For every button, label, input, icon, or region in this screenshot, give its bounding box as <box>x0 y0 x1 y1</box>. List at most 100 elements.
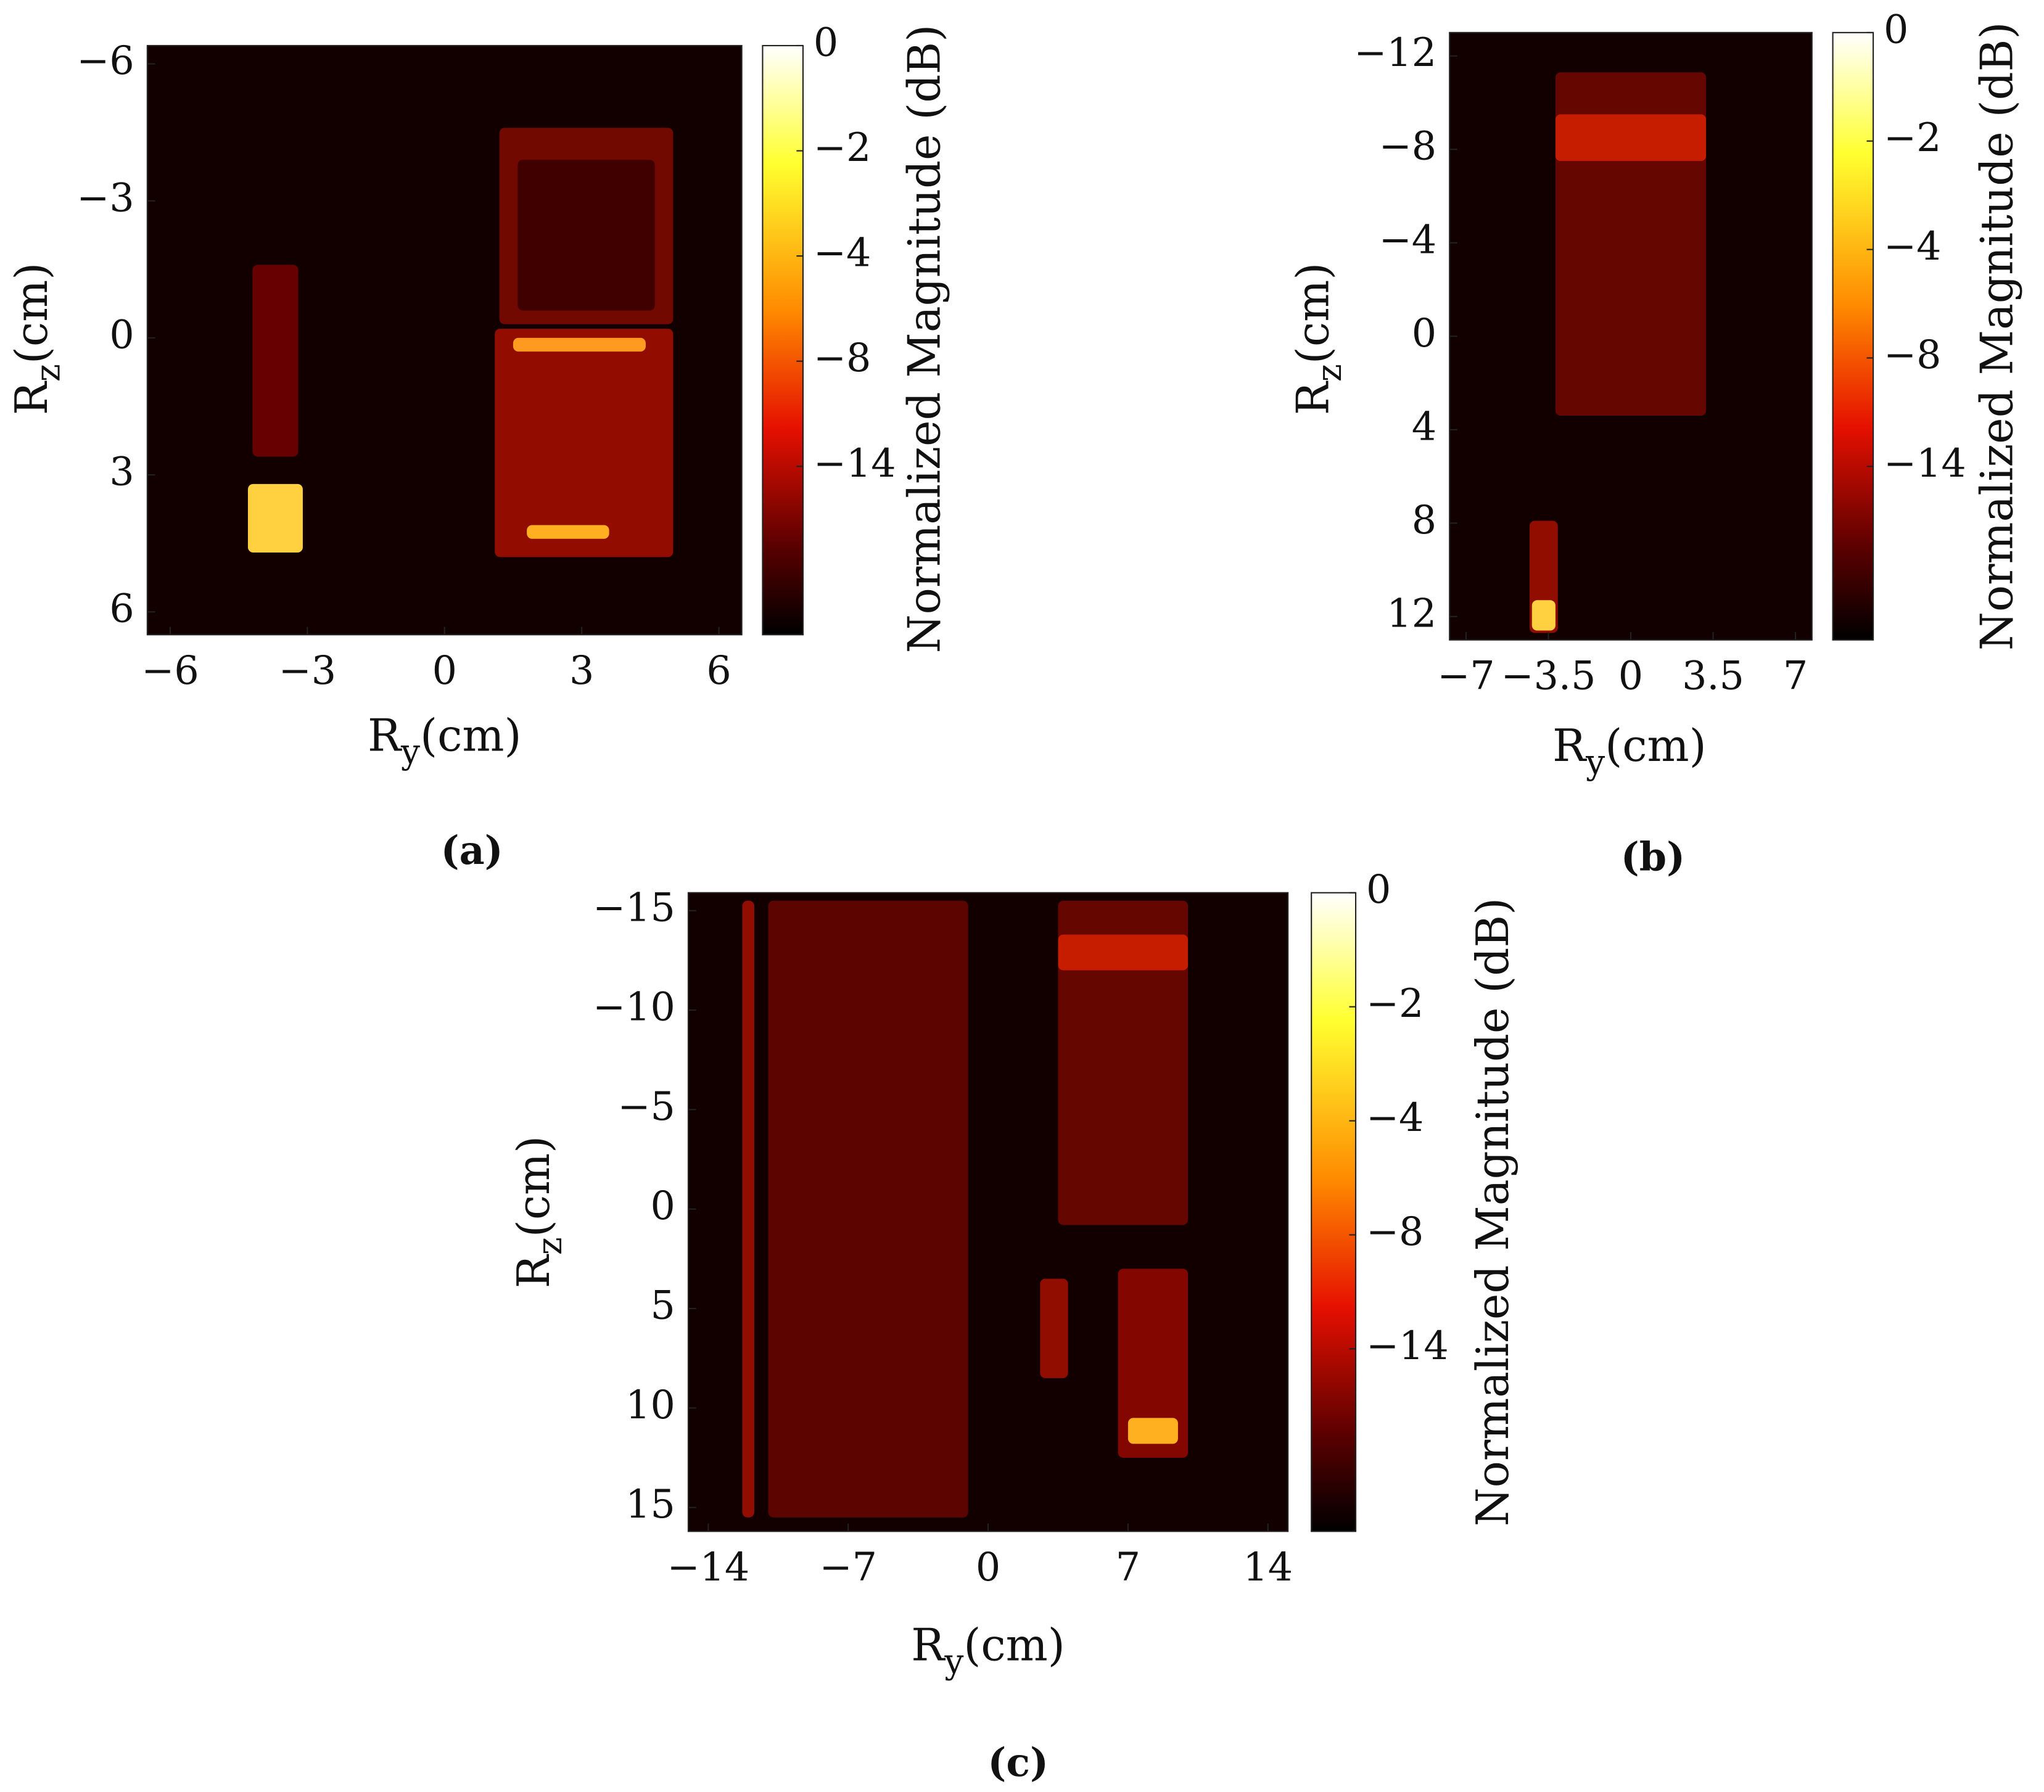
caption: (c) <box>987 1739 1049 1785</box>
axis-subscript: y <box>400 732 420 771</box>
x-tick-label: −6 <box>141 647 199 693</box>
axis-unit: (cm) <box>6 263 57 364</box>
colorbar-tick-label: −14 <box>1884 440 1966 486</box>
axis-label: Rz(cm) <box>6 263 68 415</box>
heatmap-region <box>1531 600 1556 631</box>
axis-subscript: z <box>1309 364 1349 382</box>
colorbar-label: Normalized Magnitude (dB) <box>1467 898 1519 1527</box>
x-tick-label: −14 <box>667 1544 749 1590</box>
x-tick-label: 6 <box>706 647 731 693</box>
y-tick-label: −15 <box>593 884 675 930</box>
colorbar-tick-label: −14 <box>814 440 896 486</box>
heatmap-region <box>1058 934 1189 971</box>
heatmap-region <box>1118 1268 1189 1458</box>
heatmap-region <box>1058 900 1189 1225</box>
caption: (b) <box>1621 833 1685 879</box>
axis-symbol: R <box>1552 720 1587 771</box>
y-tick-label: −3 <box>76 175 134 220</box>
heatmap-region <box>252 265 299 457</box>
heatmap-region <box>1555 114 1707 162</box>
panel: −7 −3.5 0 3.5 7 −12 −8 −4 0 4 8 12 0 −2 −4 −8 −14 Normali… <box>1287 6 2023 879</box>
axis-unit: (cm) <box>1605 720 1706 771</box>
x-tick-label: −3.5 <box>1501 653 1596 699</box>
y-tick-label: 0 <box>650 1183 675 1228</box>
colorbar-tick-label: 0 <box>1366 866 1391 912</box>
colorbar-tick-label: −2 <box>1366 980 1424 1026</box>
x-tick-label: 0 <box>432 647 457 693</box>
x-tick-label: 3.5 <box>1682 653 1744 699</box>
colorbar-tick-label: 0 <box>814 19 838 65</box>
colorbar-label: Normalized Magnitude (dB) <box>1971 22 2023 651</box>
axis-unit: (cm) <box>507 1136 559 1237</box>
y-tick-label: 5 <box>650 1282 675 1328</box>
x-tick-label: 0 <box>1618 653 1643 699</box>
axis-label: Rz(cm) <box>507 1136 569 1288</box>
axis-symbol: R <box>507 1254 559 1288</box>
y-tick-label: 6 <box>109 586 134 631</box>
heatmap-region <box>517 160 655 311</box>
x-tick-label: 7 <box>1783 653 1808 699</box>
colorbar <box>762 44 804 636</box>
x-tick-label: −7 <box>1437 653 1494 699</box>
colorbar-tick-label: −4 <box>1366 1095 1424 1140</box>
x-tick-label: 14 <box>1243 1544 1293 1590</box>
axis-subscript: y <box>944 1642 963 1681</box>
colorbar <box>1311 892 1357 1532</box>
heatmap-region <box>527 525 609 539</box>
axis-subscript: z <box>28 364 67 382</box>
y-tick-label: −8 <box>1379 123 1436 169</box>
x-tick-label: −3 <box>279 647 336 693</box>
axis-label: Rz(cm) <box>1287 263 1349 415</box>
y-tick-label: 0 <box>109 311 134 357</box>
colorbar-tick-label: −8 <box>1366 1209 1424 1254</box>
y-tick-label: 8 <box>1412 497 1436 543</box>
axis-unit: (cm) <box>1287 263 1338 364</box>
colorbar-tick-label: −8 <box>814 335 871 380</box>
colorbar <box>1832 31 1874 641</box>
y-tick-label: −10 <box>593 984 675 1030</box>
x-tick-label: 3 <box>569 647 594 693</box>
colorbar-tick-label: −8 <box>1884 332 1941 377</box>
colorbar-tick-label: −4 <box>814 230 871 276</box>
colorbar-tick-label: −14 <box>1366 1323 1449 1368</box>
colorbar-tick-label: −2 <box>1884 115 1941 160</box>
heatmap-region <box>495 329 674 557</box>
heatmap-region <box>247 483 303 553</box>
y-tick-label: −12 <box>1354 30 1436 75</box>
axis-unit: (cm) <box>963 1619 1065 1671</box>
axis-symbol: R <box>911 1619 946 1671</box>
axis-label: Ry(cm) <box>911 1619 1065 1681</box>
y-tick-label: 4 <box>1412 403 1436 449</box>
x-tick-label: 7 <box>1116 1544 1140 1590</box>
y-tick-label: −6 <box>76 38 134 83</box>
heatmap-region <box>1040 1278 1068 1378</box>
axis-label: Ry(cm) <box>1552 720 1707 782</box>
axis-symbol: R <box>1287 380 1338 415</box>
axis-subscript: y <box>1585 742 1605 782</box>
heatmap-region <box>513 337 646 352</box>
caption: (a) <box>441 827 503 873</box>
y-tick-label: 12 <box>1387 590 1436 636</box>
axis-symbol: R <box>6 380 57 415</box>
y-tick-label: 10 <box>625 1382 675 1428</box>
y-tick-label: 15 <box>625 1481 675 1527</box>
panel: −14 −7 0 7 14 −15 −10 −5 0 5 10 15 0 −2 −4 −8 −14 Normali… <box>507 866 1519 1785</box>
colorbar-tick-label: −4 <box>1884 223 1941 269</box>
y-tick-label: 0 <box>1412 310 1436 356</box>
y-tick-label: 3 <box>109 449 134 495</box>
axis-subscript: z <box>530 1237 569 1255</box>
axis-label: Ry(cm) <box>368 709 522 771</box>
colorbar-tick-label: 0 <box>1884 6 1908 52</box>
axis-symbol: R <box>368 709 402 761</box>
heatmap-region <box>1127 1418 1178 1444</box>
heatmap-region <box>768 900 968 1518</box>
heatmap-region <box>742 900 754 1518</box>
colorbar-label: Normalized Magnitude (dB) <box>898 25 950 654</box>
y-tick-label: −4 <box>1379 216 1436 262</box>
y-tick-label: −5 <box>617 1083 675 1129</box>
x-tick-label: −7 <box>819 1544 876 1590</box>
colorbar-tick-label: −2 <box>814 125 871 170</box>
x-tick-label: 0 <box>976 1544 1000 1590</box>
